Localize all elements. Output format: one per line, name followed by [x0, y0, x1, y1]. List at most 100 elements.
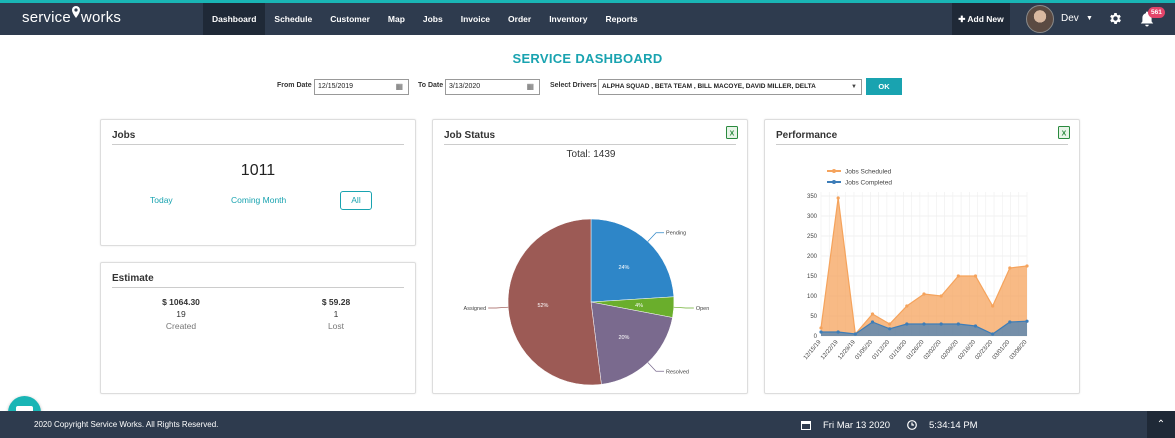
legend-marker — [832, 169, 836, 173]
pie-leader-line — [647, 362, 665, 372]
legend-label: Jobs Completed — [845, 180, 892, 187]
pie-leader-line — [673, 306, 694, 309]
calendar-icon — [801, 421, 811, 430]
chevron-up-icon: ⌃ — [1156, 419, 1166, 430]
clock-icon — [907, 420, 917, 430]
area-jobs-completed — [821, 321, 1027, 336]
pie-percent-label: 24% — [618, 265, 629, 271]
created-count: 19 — [176, 309, 186, 319]
from-date-label: From Date — [277, 82, 312, 89]
to-date-field[interactable]: 3/13/2020 ▦ — [445, 79, 540, 95]
user-name[interactable]: Dev — [1061, 13, 1079, 24]
drivers-label: Select Drivers — [550, 82, 597, 89]
pie-percent-label: 20% — [618, 335, 629, 341]
data-point — [922, 322, 926, 326]
nav-order[interactable]: Order — [508, 14, 532, 24]
notification-badge[interactable]: 561 — [1148, 7, 1165, 18]
pie-slice-label: Assigned — [464, 306, 487, 312]
data-point — [991, 304, 995, 308]
avatar[interactable] — [1026, 5, 1054, 33]
job-status-pie-chart: Total: 1439 24% Pending 4% Open 20% Resolved 5… — [464, 149, 709, 386]
main-nav: Dashboard Schedule Customer Map Jobs Inv… — [203, 3, 647, 35]
nav-schedule[interactable]: Schedule — [274, 14, 313, 24]
coming-month-link[interactable]: Coming Month — [231, 195, 287, 205]
legend-label: Jobs Scheduled — [845, 169, 892, 176]
pie-slice-pending — [590, 218, 675, 303]
data-point — [973, 274, 978, 278]
lost-label: Lost — [327, 321, 345, 331]
data-point — [939, 322, 943, 326]
page-title: SERVICE DASHBOARD — [512, 51, 663, 66]
calendar-icon[interactable]: ▦ — [526, 82, 534, 91]
all-button[interactable]: All — [340, 191, 372, 210]
nav-customer[interactable]: Customer — [330, 14, 370, 24]
estimate-card-title: Estimate — [112, 273, 154, 284]
y-tick-label: 0 — [814, 334, 818, 340]
data-point — [991, 332, 995, 336]
x-tick-label: 03/08/20 — [1009, 339, 1029, 361]
data-point — [836, 330, 840, 334]
performance-area-chart: Jobs Scheduled Jobs Completed 0 50 100 150 200… — [803, 169, 1029, 362]
ok-button[interactable]: OK — [866, 78, 902, 95]
drivers-value: ALPHA SQUAD , BETA TEAM , BILL MACOYE, D… — [602, 83, 816, 90]
estimate-created: $ 1064.30 19 Created — [111, 296, 251, 332]
y-tick-label: 50 — [810, 314, 817, 320]
data-point — [956, 274, 960, 278]
brand-logo[interactable]: service works — [22, 6, 121, 26]
calendar-icon[interactable]: ▦ — [395, 82, 403, 91]
estimate-card: Estimate $ 1064.30 19 Created $ 59.28 1 … — [100, 262, 416, 394]
pie-total: Total: 1439 — [567, 149, 616, 160]
jobs-card-title: Jobs — [112, 130, 136, 141]
data-point — [870, 320, 875, 324]
legend-marker — [832, 180, 836, 184]
navbar: service works Dashboard Schedule Customer… — [0, 3, 1175, 35]
nav-map[interactable]: Map — [387, 14, 405, 24]
pie-leader-line — [647, 232, 665, 242]
lost-count: 1 — [333, 309, 339, 319]
accent-line — [0, 0, 1175, 3]
y-tick-label: 100 — [807, 294, 818, 300]
y-tick-label: 250 — [807, 234, 818, 240]
divider — [112, 287, 404, 288]
pie-slice-label: Resolved — [666, 369, 689, 375]
estimate-lost: $ 59.28 1 Lost — [266, 296, 406, 332]
nav-jobs[interactable]: Jobs — [422, 14, 443, 24]
area-jobs-scheduled — [821, 198, 1027, 336]
data-point — [853, 332, 857, 336]
data-point — [836, 196, 840, 200]
from-date-field[interactable]: 12/15/2019 ▦ — [314, 79, 409, 95]
created-amount: $ 1064.30 — [162, 297, 200, 307]
footer: 2020 Copyright Service Works. All Rights… — [0, 411, 1175, 438]
today-link[interactable]: Today — [150, 195, 173, 205]
nav-invoice[interactable]: Invoice — [460, 14, 491, 24]
excel-export-icon[interactable]: X — [1058, 126, 1070, 139]
data-point — [956, 322, 960, 326]
y-tick-label: 350 — [807, 194, 818, 200]
dropdown-arrow-icon: ▼ — [851, 84, 857, 90]
svg-text:X: X — [1062, 131, 1067, 138]
y-tick-label: 200 — [807, 254, 818, 260]
data-point — [939, 294, 943, 298]
nav-reports[interactable]: Reports — [605, 14, 638, 24]
y-tick-label: 300 — [807, 214, 818, 220]
excel-export-icon[interactable]: X — [726, 126, 738, 139]
plus-icon: ✚ — [958, 14, 968, 24]
copyright-text: 2020 Copyright Service Works. All Rights… — [34, 420, 219, 429]
to-date-label: To Date — [418, 82, 444, 89]
chevron-down-icon[interactable]: ▼ — [1086, 15, 1093, 22]
location-pin-icon — [71, 6, 80, 18]
pie-percent-label: 52% — [537, 303, 548, 309]
data-point — [1025, 264, 1029, 268]
nav-dashboard[interactable]: Dashboard — [203, 3, 266, 35]
data-point — [905, 304, 909, 308]
gear-icon[interactable] — [1108, 11, 1123, 26]
job-status-title: Job Status — [444, 130, 496, 141]
scroll-top-button[interactable]: ⌃ — [1147, 411, 1175, 438]
add-new-button[interactable]: ✚ Add New — [952, 3, 1010, 35]
drivers-select[interactable]: ALPHA SQUAD , BETA TEAM , BILL MACOYE, D… — [598, 79, 862, 95]
footer-date: Fri Mar 13 2020 — [823, 420, 891, 431]
nav-inventory[interactable]: Inventory — [549, 14, 588, 24]
brand-name-left: service — [22, 9, 71, 26]
data-point — [888, 322, 892, 326]
divider — [444, 144, 736, 145]
